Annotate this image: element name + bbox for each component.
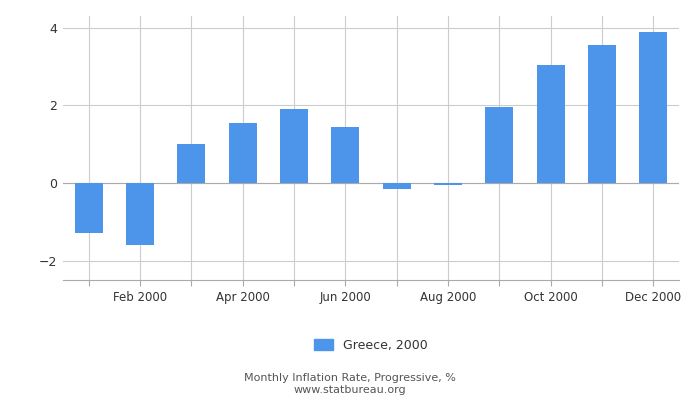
Text: www.statbureau.org: www.statbureau.org — [294, 385, 406, 395]
Legend: Greece, 2000: Greece, 2000 — [309, 334, 433, 357]
Bar — [485, 107, 513, 183]
Bar — [382, 183, 411, 189]
Bar — [536, 64, 565, 183]
Bar — [331, 127, 360, 183]
Bar — [280, 109, 308, 183]
Bar — [639, 32, 667, 183]
Bar — [177, 144, 206, 183]
Bar — [74, 183, 103, 234]
Text: Monthly Inflation Rate, Progressive, %: Monthly Inflation Rate, Progressive, % — [244, 373, 456, 383]
Bar — [434, 183, 462, 185]
Bar — [126, 183, 154, 245]
Bar — [228, 123, 257, 183]
Bar — [588, 45, 616, 183]
